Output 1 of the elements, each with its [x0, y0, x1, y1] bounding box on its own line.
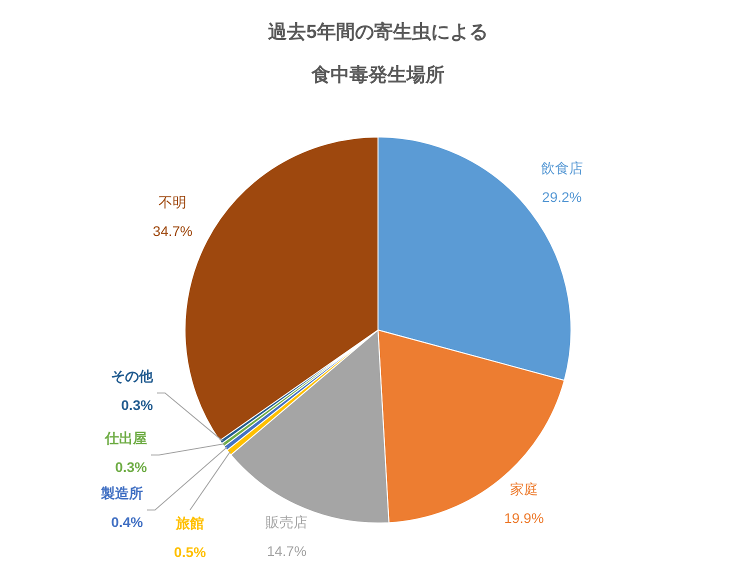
chart-title: 過去5年間の寄生虫による食中毒発生場所 — [267, 21, 488, 86]
